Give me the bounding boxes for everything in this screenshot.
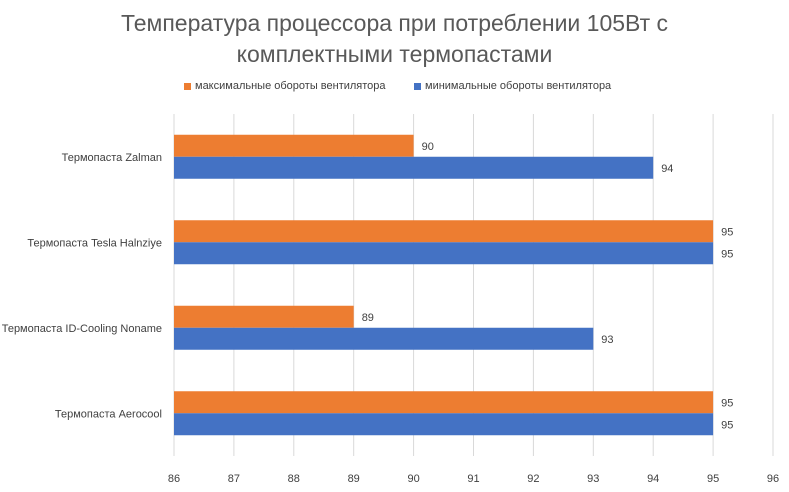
legend-label-max: максимальные обороты вентилятора [195,80,386,92]
bar-s0-c0 [174,134,414,157]
data-label-s0-c3: 95 [721,397,733,409]
data-label-s0-c1: 95 [721,226,733,238]
x-tick-label-0: 86 [168,473,180,485]
x-tick-label-5: 91 [467,473,479,485]
category-label-0: Термопаста Zalman [62,152,162,164]
data-label-s0-c0: 90 [422,141,434,153]
bar-s0-c3 [174,391,714,414]
x-tick-label-10: 96 [767,473,779,485]
x-tick-label-4: 90 [407,473,419,485]
chart-title-line-2: комплектными термопастами [236,41,553,67]
x-tick-label-3: 89 [348,473,360,485]
bar-s1-c0 [174,156,654,179]
legend-swatch-min [414,82,421,90]
category-label-2: Термопаста ID-Cooling Noname [2,323,162,335]
bar-s1-c3 [174,413,714,436]
data-label-s1-c2: 93 [601,334,613,346]
legend-item-max: максимальные обороты вентилятора [184,80,386,92]
bar-s0-c1 [174,220,714,243]
data-label-s1-c3: 95 [721,419,733,431]
data-label-s0-c2: 89 [362,312,374,324]
chart-title: Температура процессора при потреблении 1… [0,8,789,70]
legend: максимальные обороты вентилятора минимал… [0,80,789,96]
legend-swatch-max [184,82,191,90]
category-label-3: Термопаста Aerocool [55,408,162,420]
x-tick-label-1: 87 [228,473,240,485]
bar-s0-c2 [174,305,354,328]
x-tick-label-7: 93 [587,473,599,485]
category-label-1: Термопаста Tesla Halnziye [27,237,162,249]
data-label-s1-c1: 95 [721,248,733,260]
bar-s1-c1 [174,242,714,265]
data-label-s1-c0: 94 [661,163,673,175]
x-tick-label-2: 88 [288,473,300,485]
x-tick-label-9: 95 [707,473,719,485]
bar-s1-c2 [174,327,594,350]
legend-item-min: минимальные обороты вентилятора [414,80,611,92]
x-tick-label-8: 94 [647,473,659,485]
legend-label-min: минимальные обороты вентилятора [425,80,612,92]
chart-title-line-1: Температура процессора при потреблении 1… [120,10,669,36]
x-tick-label-6: 92 [527,473,539,485]
